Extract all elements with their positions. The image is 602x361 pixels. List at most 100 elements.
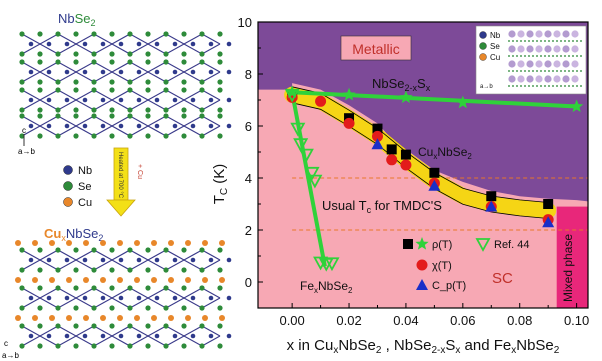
top-layer-3-se-bot-10	[199, 133, 205, 139]
top-layer-1	[19, 59, 232, 85]
cu-row-0-atom-10	[185, 240, 191, 246]
bottom-layer-1-se-bot-1	[37, 305, 43, 311]
title-x: x	[61, 233, 66, 243]
top-layer-0-bonds-top	[21, 33, 221, 45]
top-layer-3-se-bot-3	[73, 133, 79, 139]
top-layer-3-nb-9	[190, 123, 196, 129]
cu-row-1-atom-9	[168, 277, 174, 283]
top-layer-1-se-top-0	[19, 59, 25, 65]
top-layer-3-se-top-4	[91, 113, 97, 119]
bottom-layer-2-se-bot-0	[19, 343, 25, 349]
cu-row-2-atom-2	[49, 315, 55, 321]
top-layer-3-nb-1	[46, 123, 52, 129]
bottom-layer-0-bonds-bot	[21, 259, 221, 271]
bottom-layer-2-se-bot-11	[217, 343, 223, 349]
bottom-layer-0-se-bot-9	[181, 267, 187, 273]
cu-row-0-atom-11	[202, 240, 208, 246]
top-layer-2-nb-1	[46, 97, 52, 103]
inset-axis-a: a→b	[480, 84, 493, 90]
bottom-layer-0-se-bot-0	[19, 267, 25, 273]
bottom-layer-2-se-bot-3	[73, 343, 79, 349]
bottom-structure-title: CuxNbSe2	[44, 226, 103, 243]
top-layer-3-se-bot-9	[181, 133, 187, 139]
top-layer-0-nb-7	[154, 41, 160, 47]
cu-band-edge-bottom	[292, 102, 549, 219]
inset-atom-1-6	[562, 45, 570, 53]
bottom-layer-2-se-top-1	[37, 323, 43, 329]
top-layer-1-se-bot-1	[37, 79, 43, 85]
bottom-layer-2-se-top-3	[73, 323, 79, 329]
bottom-layer-1-bonds-bot	[21, 297, 221, 309]
top-layer-3-se-bot-0	[19, 133, 25, 139]
bottom-layer-2-se-top-4	[91, 323, 97, 329]
top-layer-0-se-top-6	[127, 31, 133, 37]
top-layer-0-se-top-9	[181, 31, 187, 37]
top-layer-3-se-top-5	[109, 113, 115, 119]
series-4-point-3	[298, 148, 314, 163]
top-layer-2-se-top-10	[199, 87, 205, 93]
series-2-point-2	[485, 200, 498, 212]
nbse2xsx-label: NbSe2-xSx	[372, 76, 431, 93]
series-2-point-1	[428, 179, 441, 191]
cu-row-1-atom-6	[117, 277, 123, 283]
bottom-layer-1-nb-1	[46, 295, 52, 301]
top-layer-3-se-top-11	[217, 113, 223, 119]
bottom-layer-1-se-top-6	[127, 285, 133, 291]
top-layer-2-nb-7	[154, 97, 160, 103]
top-layer-1-se-bot-9	[181, 79, 187, 85]
axis-c-top: c	[22, 126, 26, 135]
top-layer-2-se-bot-9	[181, 107, 187, 113]
bottom-layer-0-se-bot-7	[145, 267, 151, 273]
bottom-layer-1-nb-10	[208, 295, 214, 301]
bottom-layer-2-nb-7	[154, 333, 160, 339]
top-layer-3-bonds-top	[21, 115, 221, 127]
top-layer-2-se-top-8	[163, 87, 169, 93]
bottom-layer-0-nb-10	[208, 257, 214, 263]
top-layer-1-se-bot-0	[19, 79, 25, 85]
top-layer-1-se-bot-11	[217, 79, 223, 85]
inset-structure: Nb Se Cu a→b	[475, 25, 587, 95]
top-layer-2-se-bot-5	[109, 107, 115, 113]
top-layer-2-se-top-7	[145, 87, 151, 93]
bottom-layer-0-se-top-7	[145, 247, 151, 253]
inset-lattice: a→b	[480, 30, 584, 90]
bottom-layer-2-nb-8	[172, 333, 178, 339]
top-layer-2-nb-9	[190, 97, 196, 103]
bottom-layer-0-se-top-3	[73, 247, 79, 253]
x-tick-label-0: 0.00	[279, 313, 304, 328]
cu-row-0-atom-7	[134, 240, 140, 246]
series-4-point-5	[307, 174, 323, 189]
series-0-point-5	[429, 167, 440, 178]
top-layer-3-nb-5	[118, 123, 124, 129]
top-layer-1-nb-3	[82, 69, 88, 75]
mixed-phase-region	[556, 206, 588, 308]
series-0-point-2	[372, 123, 383, 134]
bottom-layer-0-se-bot-10	[199, 267, 205, 273]
top-layer-0-se-bot-3	[73, 51, 79, 57]
legend-rho-label: ρ(T)	[432, 239, 452, 251]
inset-atom-3-2	[526, 75, 534, 83]
top-layer-3-nb-2	[64, 123, 70, 129]
x-tick-label-4: 0.08	[507, 313, 532, 328]
top-layer-0-se-bot-2	[55, 51, 61, 57]
atom-legend: Nb Se Cu	[63, 165, 92, 209]
bottom-layer-2-se-top-11	[217, 323, 223, 329]
top-layer-1-se-bot-3	[73, 79, 79, 85]
series-4-point-0	[284, 88, 300, 103]
cu-row-0-atom-1	[32, 240, 38, 246]
top-layer-3-se-bot-7	[145, 133, 151, 139]
top-layer-0-nb-4	[100, 41, 106, 47]
top-layer-1-se-top-1	[37, 59, 43, 65]
nbse2-layers	[19, 31, 232, 139]
bottom-layer-1-se-bot-8	[163, 305, 169, 311]
top-layer-2-nb-8	[172, 97, 178, 103]
top-layer-2-se-top-0	[19, 87, 25, 93]
x-tick-label-3: 0.06	[450, 313, 475, 328]
atom-legend-dot-2	[63, 197, 73, 207]
top-layer-0-nb-9	[190, 41, 196, 47]
nbse2xsx-fit-line	[292, 90, 577, 109]
top-layer-1-nb-0	[28, 69, 34, 75]
bottom-layer-1-bonds-top	[21, 287, 221, 299]
top-layer-0-nb-2	[64, 41, 70, 47]
